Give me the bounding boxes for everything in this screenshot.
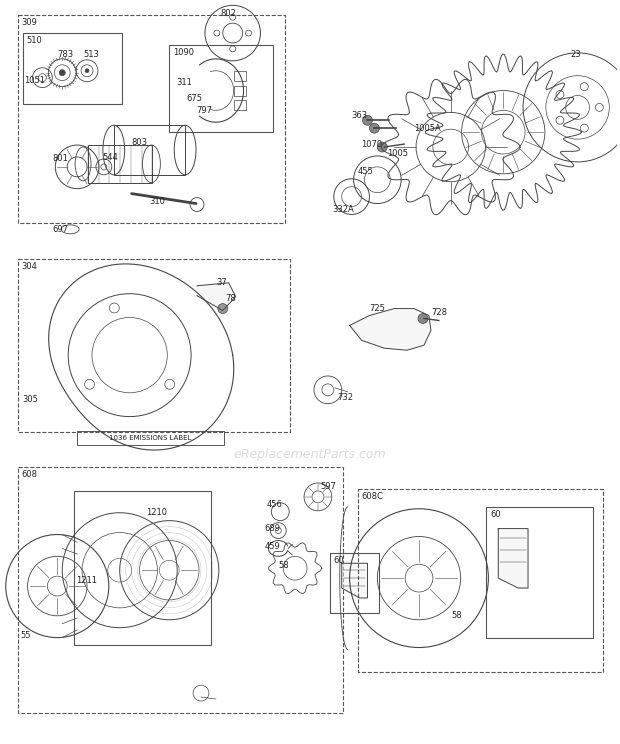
- Bar: [17, 259, 290, 432]
- Text: 728: 728: [431, 308, 447, 317]
- Text: 675: 675: [186, 94, 202, 103]
- Text: 304: 304: [22, 262, 37, 271]
- Text: 60: 60: [334, 557, 344, 565]
- Text: 783: 783: [57, 51, 73, 60]
- Bar: [234, 71, 246, 80]
- Bar: [17, 15, 285, 223]
- Bar: [330, 554, 379, 613]
- Text: 363: 363: [352, 111, 368, 120]
- Text: 1051: 1051: [25, 76, 46, 85]
- Text: eReplacementParts.com: eReplacementParts.com: [234, 448, 386, 461]
- Text: 597: 597: [320, 482, 336, 492]
- Bar: [114, 125, 185, 175]
- Bar: [358, 489, 603, 673]
- Circle shape: [60, 70, 65, 76]
- Bar: [487, 507, 593, 638]
- Bar: [234, 100, 246, 110]
- Bar: [77, 432, 224, 446]
- Text: 510: 510: [27, 36, 42, 45]
- Text: 803: 803: [131, 138, 148, 147]
- Bar: [169, 45, 273, 132]
- Text: 802: 802: [221, 9, 237, 18]
- Bar: [88, 145, 153, 183]
- Text: 1210: 1210: [146, 508, 167, 517]
- Text: 725: 725: [370, 304, 386, 313]
- Circle shape: [418, 313, 428, 324]
- Polygon shape: [342, 563, 368, 598]
- Text: 1211: 1211: [76, 576, 97, 585]
- Circle shape: [85, 68, 89, 73]
- Polygon shape: [197, 283, 236, 310]
- Text: 459: 459: [264, 542, 280, 551]
- Text: 305: 305: [22, 395, 38, 404]
- Text: 689: 689: [264, 524, 280, 533]
- Text: 801: 801: [52, 155, 68, 164]
- Text: 797: 797: [196, 106, 212, 115]
- Text: 60: 60: [490, 510, 501, 519]
- Text: 544: 544: [102, 153, 118, 162]
- Bar: [74, 491, 211, 644]
- Polygon shape: [350, 309, 431, 350]
- Text: 309: 309: [22, 18, 37, 28]
- Bar: [234, 86, 246, 95]
- Text: 1036 EMISSIONS LABEL: 1036 EMISSIONS LABEL: [109, 435, 192, 441]
- Circle shape: [370, 124, 379, 133]
- Text: 1090: 1090: [173, 48, 194, 57]
- Text: 310: 310: [149, 197, 166, 206]
- Circle shape: [218, 304, 228, 313]
- Circle shape: [378, 142, 388, 152]
- Text: 23: 23: [570, 51, 582, 60]
- Text: 732: 732: [338, 394, 354, 403]
- Circle shape: [363, 115, 373, 125]
- Text: 1005A: 1005A: [414, 124, 441, 132]
- Text: 37: 37: [216, 278, 226, 287]
- Text: 697: 697: [52, 225, 68, 234]
- Bar: [22, 33, 122, 104]
- Text: 311: 311: [176, 78, 192, 87]
- Text: 1005: 1005: [388, 150, 409, 158]
- Text: 456: 456: [267, 500, 282, 510]
- Text: 1070: 1070: [361, 140, 383, 149]
- Text: 78: 78: [226, 294, 236, 303]
- Text: 608: 608: [22, 470, 38, 479]
- Bar: [17, 467, 343, 713]
- Text: 513: 513: [83, 51, 99, 60]
- Text: 455: 455: [358, 167, 373, 176]
- Text: 55: 55: [20, 631, 31, 640]
- Polygon shape: [498, 528, 528, 588]
- Text: 58: 58: [452, 612, 463, 620]
- Text: 332A: 332A: [332, 205, 353, 214]
- Text: 608C: 608C: [361, 492, 383, 501]
- Text: 58: 58: [278, 561, 289, 570]
